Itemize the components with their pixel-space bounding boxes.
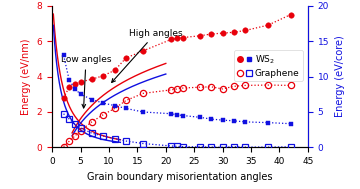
Y-axis label: Energy (eV/nm): Energy (eV/nm) (21, 38, 31, 115)
Legend: WS$_2$, Graphene: WS$_2$, Graphene (234, 50, 303, 81)
Y-axis label: Energy (eV/core): Energy (eV/core) (334, 36, 345, 117)
Text: High angles: High angles (112, 29, 183, 82)
Text: Low angles: Low angles (61, 55, 111, 108)
X-axis label: Grain boundary misorientation angles: Grain boundary misorientation angles (87, 172, 273, 182)
